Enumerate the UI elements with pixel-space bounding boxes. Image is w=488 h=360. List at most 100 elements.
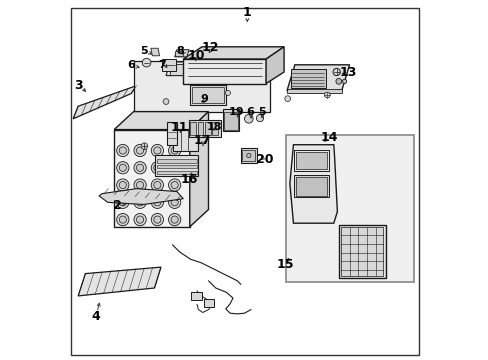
Circle shape: [151, 196, 163, 208]
Text: 7: 7: [158, 60, 166, 70]
Circle shape: [136, 199, 143, 206]
Circle shape: [117, 196, 129, 208]
Circle shape: [225, 90, 230, 95]
Circle shape: [168, 213, 181, 226]
Polygon shape: [183, 59, 265, 84]
Bar: [173, 130, 197, 151]
Circle shape: [335, 78, 341, 84]
Bar: [155, 155, 198, 176]
Circle shape: [119, 147, 126, 154]
Polygon shape: [183, 47, 284, 59]
Text: 1: 1: [243, 6, 251, 19]
Circle shape: [246, 153, 250, 158]
Bar: [197, 122, 203, 135]
Text: 5: 5: [140, 46, 147, 56]
Circle shape: [153, 199, 161, 206]
Circle shape: [134, 144, 146, 157]
Bar: [189, 120, 221, 137]
Polygon shape: [73, 86, 136, 119]
Text: 5: 5: [258, 107, 265, 117]
Circle shape: [119, 181, 126, 189]
Circle shape: [168, 162, 181, 174]
Circle shape: [134, 162, 146, 174]
Circle shape: [168, 179, 181, 191]
Circle shape: [163, 99, 168, 104]
Circle shape: [153, 181, 161, 189]
Circle shape: [153, 216, 161, 223]
Bar: [167, 122, 177, 145]
Circle shape: [171, 199, 178, 206]
Text: 19: 19: [228, 107, 244, 117]
Circle shape: [119, 216, 126, 223]
Polygon shape: [133, 61, 269, 112]
Bar: [156, 171, 197, 174]
Circle shape: [153, 147, 161, 154]
Circle shape: [117, 162, 129, 174]
Text: 3: 3: [75, 79, 83, 92]
Circle shape: [171, 181, 178, 189]
Polygon shape: [265, 47, 284, 84]
Text: 12: 12: [202, 41, 219, 54]
Circle shape: [151, 144, 163, 157]
Bar: [241, 148, 256, 163]
Bar: [296, 152, 326, 169]
Circle shape: [134, 213, 146, 226]
Circle shape: [119, 199, 126, 206]
Circle shape: [119, 164, 126, 171]
Circle shape: [153, 164, 161, 171]
Bar: [286, 89, 341, 93]
Polygon shape: [99, 189, 183, 204]
Circle shape: [117, 179, 129, 191]
Polygon shape: [151, 48, 159, 56]
Text: 17: 17: [194, 134, 211, 147]
Circle shape: [168, 196, 181, 208]
Circle shape: [142, 58, 151, 67]
Bar: [170, 64, 192, 75]
Text: 16: 16: [180, 173, 197, 186]
Circle shape: [151, 162, 163, 174]
Polygon shape: [174, 50, 189, 57]
Circle shape: [136, 216, 143, 223]
Circle shape: [136, 164, 143, 171]
Text: 11: 11: [171, 121, 188, 134]
Bar: [192, 87, 223, 103]
Polygon shape: [286, 65, 349, 91]
Bar: [224, 112, 238, 130]
Bar: [175, 51, 182, 56]
Bar: [290, 69, 325, 88]
Polygon shape: [78, 267, 161, 296]
Polygon shape: [166, 62, 219, 76]
Circle shape: [171, 147, 178, 154]
Bar: [189, 85, 225, 105]
Bar: [156, 159, 197, 163]
Circle shape: [332, 68, 340, 76]
Circle shape: [117, 144, 129, 157]
Circle shape: [171, 216, 178, 223]
Text: 18: 18: [206, 122, 222, 132]
Bar: [242, 150, 255, 161]
Bar: [204, 299, 214, 307]
Polygon shape: [340, 227, 383, 276]
Polygon shape: [289, 145, 337, 223]
Circle shape: [136, 181, 143, 189]
Bar: [194, 64, 212, 75]
Bar: [296, 177, 326, 196]
Circle shape: [134, 196, 146, 208]
Text: 2: 2: [113, 199, 122, 212]
Circle shape: [284, 96, 290, 102]
Text: 4: 4: [92, 310, 101, 323]
Text: 10: 10: [187, 49, 204, 62]
Bar: [204, 122, 210, 135]
Circle shape: [151, 213, 163, 226]
Circle shape: [171, 164, 178, 171]
Text: 6: 6: [127, 60, 135, 70]
Circle shape: [256, 114, 263, 122]
Bar: [294, 175, 328, 197]
Polygon shape: [189, 112, 208, 227]
Circle shape: [342, 79, 346, 84]
Polygon shape: [114, 112, 208, 130]
Circle shape: [324, 92, 329, 98]
Polygon shape: [114, 130, 189, 227]
Circle shape: [136, 147, 143, 154]
Circle shape: [168, 144, 181, 157]
